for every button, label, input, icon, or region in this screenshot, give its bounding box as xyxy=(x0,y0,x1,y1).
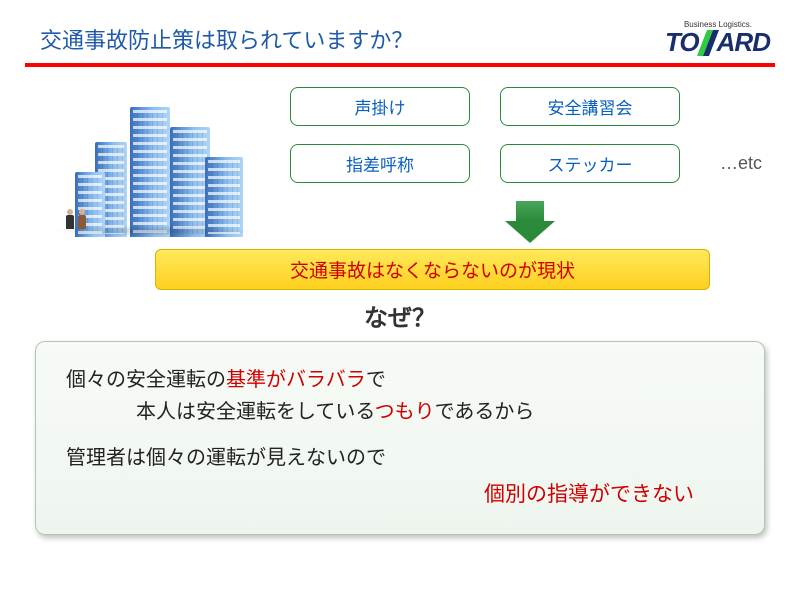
naze-label: なぜ？ xyxy=(0,298,800,333)
option-row: 声掛け 安全講習会 xyxy=(290,87,770,126)
option-pill: 声掛け xyxy=(290,87,470,126)
explain-line-4: 個別の指導ができない xyxy=(66,478,734,512)
logo-text-left: TO xyxy=(665,27,699,58)
etc-label: …etc xyxy=(720,153,762,174)
highlight-bar: 交通事故はなくならないのが現状 xyxy=(155,249,710,290)
header-rule xyxy=(25,63,775,67)
shadow xyxy=(55,225,255,237)
explain-line-2: 本人は安全運転をしているつもりであるから xyxy=(66,396,734,428)
logo-main: TO ARD xyxy=(665,27,770,58)
option-pill: 指差呼称 xyxy=(290,144,470,183)
page-title: 交通事故防止策は取られていますか？ xyxy=(40,23,413,55)
options-block: 声掛け 安全講習会 指差呼称 ステッカー …etc xyxy=(260,82,770,249)
header: 交通事故防止策は取られていますか？ Business Logistics. TO… xyxy=(0,0,800,63)
logo-text-right: ARD xyxy=(717,27,770,58)
option-row: 指差呼称 ステッカー …etc xyxy=(290,144,770,183)
explanation-box: 個々の安全運転の基準がバラバラで 本人は安全運転をしているつもりであるから 管理… xyxy=(35,341,765,535)
explain-line-3: 管理者は個々の運転が見えないので xyxy=(66,442,734,474)
upper-section: 声掛け 安全講習会 指差呼称 ステッカー …etc xyxy=(0,82,800,249)
logo-mark-icon xyxy=(697,30,719,56)
option-pill: 安全講習会 xyxy=(500,87,680,126)
explain-line-1: 個々の安全運転の基準がバラバラで xyxy=(66,364,734,396)
buildings-illustration xyxy=(55,82,260,237)
option-pill: ステッカー xyxy=(500,144,680,183)
arrow-down-icon xyxy=(505,201,555,243)
logo: Business Logistics. TO ARD xyxy=(665,20,770,58)
